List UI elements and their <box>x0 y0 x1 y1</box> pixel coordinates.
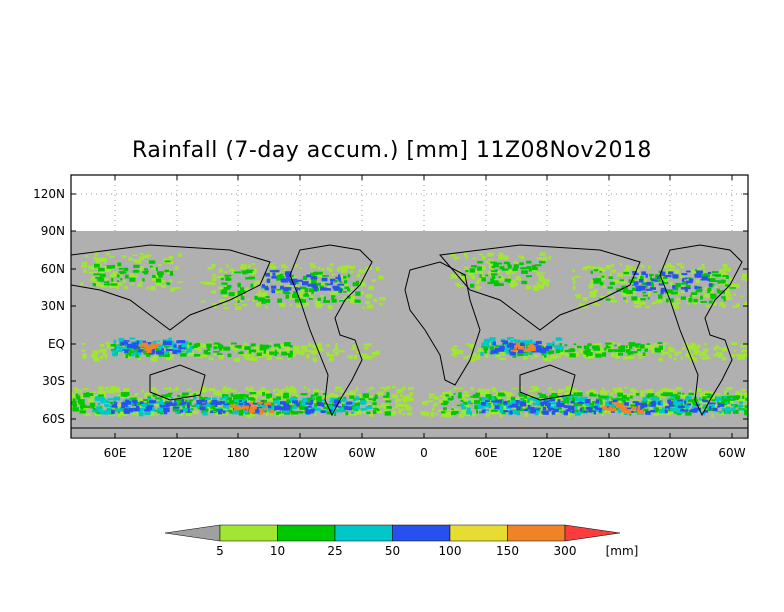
colorbar-segment <box>449 524 508 542</box>
colorbar-unit: [mm] <box>606 544 639 558</box>
colorbar-segment <box>219 524 278 542</box>
colorbar-segment <box>277 524 336 542</box>
colorbar-tick-label: 25 <box>327 544 342 558</box>
lon-tick-label: 120E <box>532 446 563 460</box>
lat-tick-label: 30S <box>42 374 65 388</box>
colorbar-segment <box>334 524 393 542</box>
longitude-axis: 60E 120E 180 120W 60W 0 60E 120E 180 120W 60W <box>104 175 746 460</box>
colorbar-tick-label: 100 <box>439 544 462 558</box>
colorbar-tick-label: 5 <box>216 544 224 558</box>
lon-tick-label: 0 <box>420 446 428 460</box>
lat-tick-label: 60S <box>42 412 65 426</box>
lon-tick-label: 180 <box>227 446 250 460</box>
lat-tick-label: EQ <box>48 337 65 351</box>
lon-tick-label: 60E <box>475 446 498 460</box>
colorbar-segment <box>507 524 566 542</box>
rain-field <box>71 252 748 418</box>
coastlines <box>71 244 748 429</box>
lon-tick-label: 180 <box>598 446 621 460</box>
colorbar-tick-label: 50 <box>385 544 400 558</box>
colorbar-segment <box>392 524 451 542</box>
lon-tick-label: 60E <box>104 446 127 460</box>
colorbar-tick-label: 150 <box>496 544 519 558</box>
lon-tick-label: 60W <box>718 446 745 460</box>
lat-tick-label: 30N <box>41 299 65 313</box>
lat-tick-label: 60N <box>41 262 65 276</box>
lat-tick-label: 120N <box>33 187 65 201</box>
colorbar-tick-label: 10 <box>270 544 285 558</box>
lon-tick-label: 60W <box>348 446 375 460</box>
map-title: Rainfall (7-day accum.) [mm] 11Z08Nov201… <box>132 138 652 163</box>
colorbar-tick-label: 300 <box>554 544 577 558</box>
colorbar: 5 10 25 50 100 150 300 [mm] <box>164 524 639 558</box>
lat-tick-label: 90N <box>41 224 65 238</box>
lon-tick-label: 120W <box>653 446 688 460</box>
lon-tick-label: 120E <box>162 446 193 460</box>
lon-tick-label: 120W <box>283 446 318 460</box>
latitude-axis: 120N 90N 60N 30N EQ 30S 60S <box>33 187 748 426</box>
